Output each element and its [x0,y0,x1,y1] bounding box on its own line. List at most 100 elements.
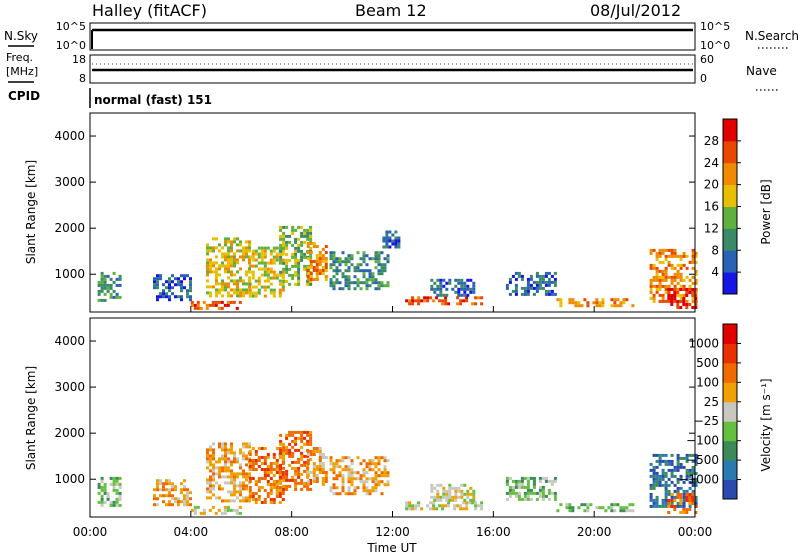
data-cell [676,486,680,490]
data-cell [106,491,110,495]
data-cell [377,263,381,267]
data-cell [673,499,677,502]
data-cell [206,454,209,458]
data-cell [300,255,304,259]
data-cell [306,245,310,248]
data-cell [444,504,448,508]
data-cell [218,484,221,488]
data-cell [541,494,545,498]
data-cell [553,494,557,498]
data-cell [254,462,258,465]
data-cell [474,507,478,511]
data-cell [162,500,165,504]
data-cell [309,433,313,437]
data-cell [685,306,689,309]
data-cell [451,495,455,499]
data-cell [514,482,518,486]
data-cell [508,292,512,296]
freq-label-line1: Freq. [6,51,33,64]
data-cell [474,296,478,300]
data-cell [338,263,342,267]
data-cell [312,260,316,263]
data-cell [227,448,230,452]
data-cell [394,245,398,249]
data-cell [598,304,602,308]
data-cell [420,507,424,511]
data-cell [233,499,236,503]
data-cell [658,281,662,285]
data-cell [667,502,671,505]
data-cell [224,463,227,467]
data-cell [667,260,671,264]
data-cell [694,306,698,309]
data-cell [263,462,267,465]
data-cell [153,497,156,501]
data-cell [347,254,351,258]
data-cell [658,251,662,255]
data-cell [315,260,319,263]
data-cell [180,283,183,287]
data-cell [209,258,212,262]
data-cell [190,508,194,512]
data-cell [688,291,692,294]
data-cell [673,291,677,294]
data-cell [239,288,242,292]
data-cell [532,485,536,489]
data-cell [417,501,421,505]
data-cell [694,495,698,499]
data-cell [156,295,159,299]
data-cell [251,276,255,280]
data-cell [682,501,686,505]
data-cell [303,460,307,464]
data-cell [177,503,180,507]
data-cell [436,489,440,493]
data-cell [547,292,551,296]
data-cell [242,249,245,253]
data-cell [221,499,224,503]
data-cell [368,278,372,282]
data-cell [282,448,286,452]
data-cell [341,456,345,460]
data-cell [214,511,218,515]
data-cell [227,258,230,262]
data-cell [263,489,267,492]
data-cell [272,246,276,250]
data-cell [541,488,545,492]
data-cell [212,472,215,476]
station-title: Halley (fitACF) [92,1,207,20]
data-cell [309,471,313,474]
data-cell [239,481,242,485]
data-cell [679,284,683,288]
data-cell [664,495,668,499]
data-cell [257,246,261,250]
data-cell [441,504,445,508]
data-cell [285,279,289,283]
data-cell [112,295,116,299]
data-cell [285,270,289,274]
data-cell [679,257,683,261]
data-cell [321,462,325,465]
data-cell [224,288,227,292]
data-cell [279,451,283,455]
data-cell [206,496,209,500]
data-cell [544,283,548,287]
data-cell [242,294,245,298]
data-cell [694,462,698,466]
data-cell [432,501,436,505]
colorbar-segment [723,440,737,461]
data-cell [230,246,233,250]
data-cell [288,448,292,452]
data-cell [661,296,665,300]
data-cell [601,301,605,305]
data-cell [118,283,122,287]
data-cell [664,471,668,475]
data-cell [595,304,599,308]
data-cell [285,448,289,452]
data-cell [520,274,524,278]
data-cell [230,243,233,247]
data-cell [215,279,218,283]
data-cell [365,492,369,496]
data-cell [242,487,245,491]
data-cell [112,482,116,486]
